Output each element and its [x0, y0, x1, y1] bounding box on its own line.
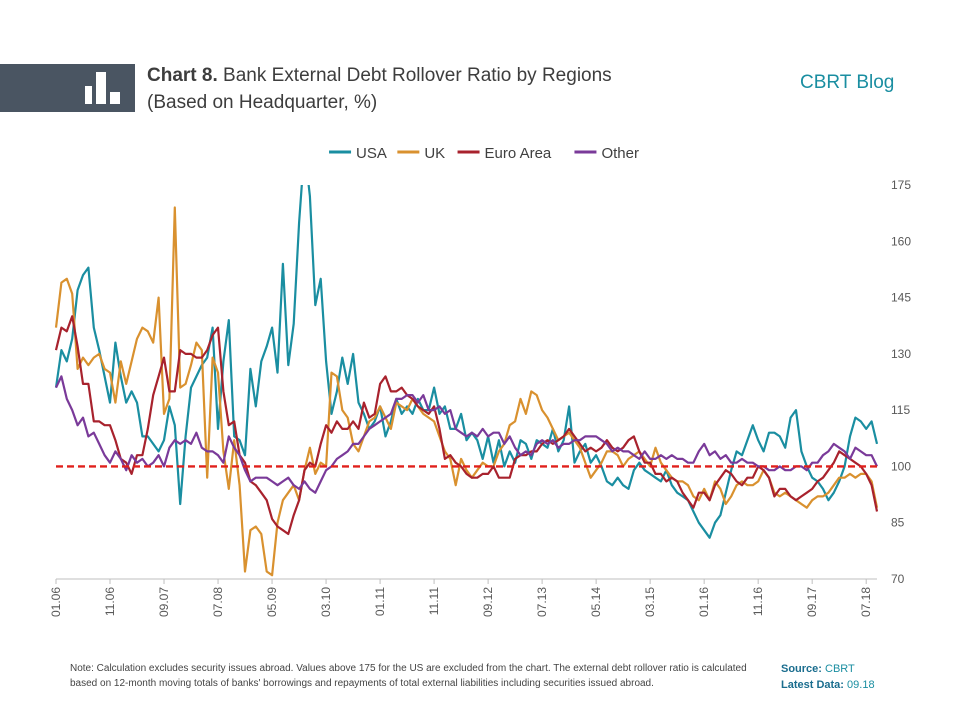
series-line-euro-area: [54, 315, 879, 536]
latest-data-label: Latest Data:: [781, 679, 844, 691]
series-line-uk: [54, 206, 879, 577]
chart-number: Chart 8.: [147, 65, 218, 86]
x-tick-label: 01.16: [697, 587, 711, 617]
y-tick-label: 130: [891, 347, 911, 361]
source-value: CBRT: [825, 663, 855, 675]
y-tick-label: 145: [891, 291, 911, 305]
chart-subtitle: (Based on Headquarter, %): [147, 92, 378, 113]
latest-data-value: 09.18: [847, 679, 875, 691]
y-tick-label: 70: [891, 572, 905, 586]
legend-label-usa: USA: [356, 145, 387, 162]
legend-label-uk: UK: [424, 145, 445, 162]
x-tick-label: 03.15: [643, 587, 657, 617]
x-tick-label: 05.14: [589, 587, 603, 617]
x-tick-label: 11.11: [427, 587, 441, 616]
title-banner: [0, 64, 135, 112]
brand-label: CBRT Blog: [800, 72, 895, 93]
bar-chart-icon: [85, 72, 120, 104]
legend-label-euro-area: Euro Area: [485, 145, 552, 162]
chart-title-text: Bank External Debt Rollover Ratio by Reg…: [223, 65, 612, 86]
y-tick-label: 85: [891, 516, 905, 530]
x-tick-label: 09.07: [157, 587, 171, 617]
x-tick-label: 05.09: [265, 587, 279, 617]
series-layer: [54, 185, 879, 577]
chart-title: Chart 8. Bank External Debt Rollover Rat…: [147, 62, 612, 116]
plot-area: [54, 185, 879, 577]
footnote: Note: Calculation excludes security issu…: [70, 663, 747, 689]
y-tick-label: 175: [891, 178, 911, 192]
y-tick-label: 100: [891, 459, 911, 473]
line-chart: USA UK Euro Area Other 70 85 100 115 130 145 160 1…: [49, 145, 911, 617]
source-block: Source: CBRT Latest Data: 09.18: [781, 661, 875, 693]
y-tick-label: 115: [891, 403, 910, 417]
x-tick-label: 07.18: [859, 587, 873, 617]
series-line-other: [55, 375, 878, 494]
legend: USA UK Euro Area Other: [329, 145, 639, 162]
x-tick-label: 01.11: [373, 587, 387, 616]
series-line-usa: [54, 185, 879, 539]
y-tick-label: 160: [891, 234, 911, 248]
source-label: Source:: [781, 663, 822, 675]
axes: 70 85 100 115 130 145 160 175 01.06 11.06 09.07 07.…: [49, 178, 911, 617]
x-tick-label: 07.13: [535, 587, 549, 617]
x-tick-label: 09.17: [805, 587, 819, 617]
x-tick-label: 11.16: [751, 587, 765, 616]
legend-label-other: Other: [601, 145, 639, 162]
x-tick-label: 01.06: [49, 587, 63, 617]
x-tick-label: 11.06: [103, 587, 117, 616]
x-tick-label: 07.08: [211, 587, 225, 617]
x-tick-label: 09.12: [481, 587, 495, 617]
x-tick-label: 03.10: [319, 587, 333, 617]
